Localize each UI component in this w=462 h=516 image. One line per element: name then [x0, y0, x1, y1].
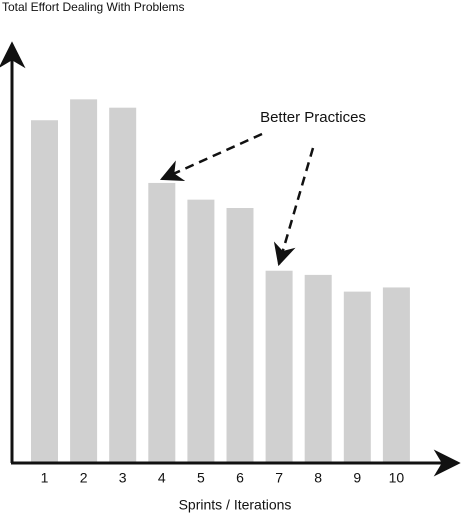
x-tick-label: 6 — [236, 470, 244, 486]
bar — [343, 291, 371, 463]
bar — [226, 208, 254, 463]
annotation-arrow — [159, 132, 263, 181]
bar — [109, 107, 137, 463]
bar — [304, 274, 332, 463]
x-tick-label: 2 — [80, 470, 88, 486]
bar — [148, 182, 176, 463]
chart-title: Total Effort Dealing With Problems — [2, 0, 185, 14]
x-tick-label: 5 — [197, 470, 205, 486]
bar — [265, 270, 293, 463]
annotation-arrow — [273, 147, 315, 267]
x-axis-label: Sprints / Iterations — [179, 497, 292, 513]
x-tick-label: 3 — [119, 470, 127, 486]
x-tick-label: 9 — [353, 470, 361, 486]
x-tick-label: 4 — [158, 470, 166, 486]
x-tick-label: 8 — [314, 470, 322, 486]
x-tick-label: 10 — [389, 470, 405, 486]
bar — [382, 287, 410, 463]
x-tick-label: 7 — [275, 470, 283, 486]
bar — [70, 99, 98, 463]
bar — [187, 199, 215, 463]
x-tick-label: 1 — [41, 470, 49, 486]
bar — [31, 120, 58, 464]
annotation: Better Practices — [260, 109, 366, 126]
